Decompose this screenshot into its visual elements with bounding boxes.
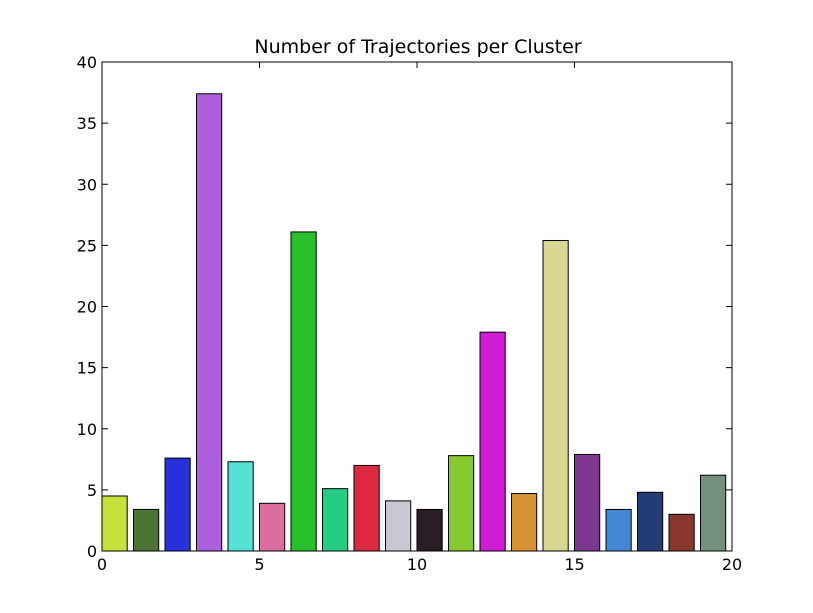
bars-group <box>101 93 727 552</box>
bar-cluster-19 <box>700 474 727 552</box>
bar-cluster-1 <box>133 508 160 552</box>
y-tick-label-35: 35 <box>77 114 97 133</box>
bar-cluster-12 <box>479 331 506 552</box>
x-tick-label-15: 15 <box>564 555 584 574</box>
chart-title: Number of Trajectories per Cluster <box>254 36 581 58</box>
bar-cluster-5 <box>259 502 286 552</box>
bar-cluster-13 <box>511 493 538 552</box>
x-tick-label-20: 20 <box>722 555 742 574</box>
x-tick-label-5: 5 <box>254 555 264 574</box>
bar-cluster-4 <box>227 461 254 552</box>
y-tick-label-20: 20 <box>77 298 97 317</box>
x-tick-label-0: 0 <box>97 555 107 574</box>
y-tick-label-40: 40 <box>77 53 97 72</box>
bar-cluster-17 <box>637 491 664 552</box>
bar-cluster-18 <box>668 513 695 552</box>
axes-group: 0 5 10 15 20 0 5 10 15 20 25 30 35 40 <box>77 53 743 574</box>
bar-cluster-6 <box>290 231 317 552</box>
bar-cluster-16 <box>605 508 632 552</box>
y-tick-label-10: 10 <box>77 420 97 439</box>
bar-cluster-14 <box>542 239 569 552</box>
bar-cluster-11 <box>448 455 475 552</box>
bar-cluster-0 <box>101 495 128 552</box>
bar-cluster-10 <box>416 508 443 552</box>
bar-cluster-7 <box>322 488 349 552</box>
x-tick-label-10: 10 <box>407 555 427 574</box>
bar-cluster-2 <box>164 457 191 552</box>
bar-cluster-8 <box>353 464 380 552</box>
bar-cluster-15 <box>574 453 601 552</box>
bar-cluster-3 <box>196 93 223 552</box>
bar-cluster-9 <box>385 500 412 552</box>
y-tick-label-0: 0 <box>87 542 97 561</box>
y-tick-label-25: 25 <box>77 236 97 255</box>
y-tick-label-15: 15 <box>77 359 97 378</box>
y-tick-label-30: 30 <box>77 175 97 194</box>
y-tick-label-5: 5 <box>87 481 97 500</box>
